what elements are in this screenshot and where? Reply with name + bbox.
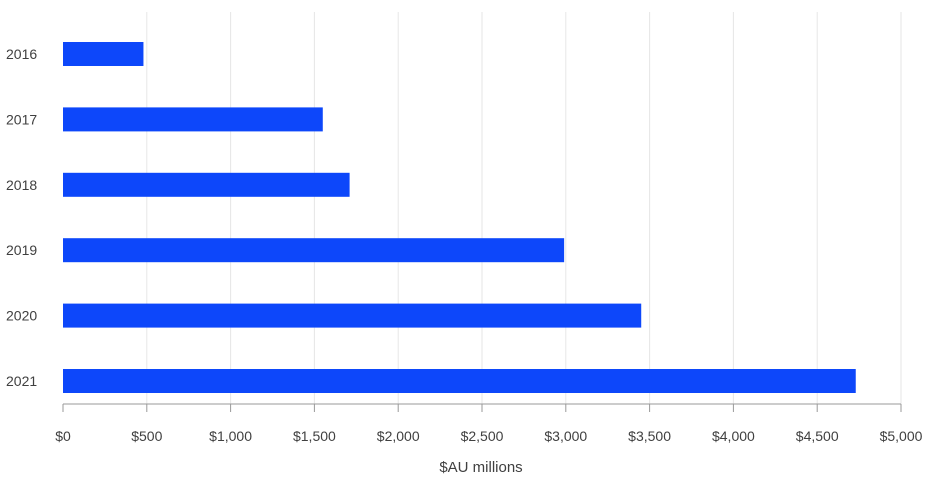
y-tick-label: 2019 — [6, 242, 37, 258]
x-tick-label: $4,000 — [712, 428, 755, 444]
bar-2016 — [63, 42, 144, 66]
x-tick-label: $2,500 — [461, 428, 504, 444]
x-axis-title: $AU millions — [439, 459, 522, 476]
y-tick-label: 2017 — [6, 111, 37, 127]
gridlines — [146, 12, 902, 404]
bar-2020 — [63, 303, 642, 328]
x-tick-label: $3,500 — [628, 428, 671, 444]
x-axis-ticks: $0 $500 $1,000 $1,500 $2,000 $2,500 $3,000 $3,5… — [55, 404, 923, 444]
y-tick-label: 2018 — [6, 177, 37, 193]
x-tick-label: $3,000 — [544, 428, 587, 444]
x-tick-label: $0 — [55, 428, 71, 444]
bar-2019 — [63, 238, 565, 263]
x-tick-label: $1,500 — [293, 428, 336, 444]
y-tick-label: 2016 — [6, 46, 37, 62]
x-tick-label: $2,000 — [377, 428, 420, 444]
x-tick-label: $5,000 — [880, 428, 923, 444]
bar-2017 — [63, 107, 323, 132]
y-tick-label: 2020 — [6, 308, 37, 324]
x-tick-label: $1,000 — [209, 428, 252, 444]
x-tick-label: $4,500 — [796, 428, 839, 444]
bars — [63, 42, 856, 393]
y-tick-label: 2021 — [6, 373, 37, 389]
x-tick-label: $500 — [131, 428, 162, 444]
bar-2018 — [63, 172, 350, 197]
bar-2021 — [63, 369, 856, 393]
y-axis-ticks: 2016 2017 2018 2019 2020 2021 — [6, 46, 37, 389]
